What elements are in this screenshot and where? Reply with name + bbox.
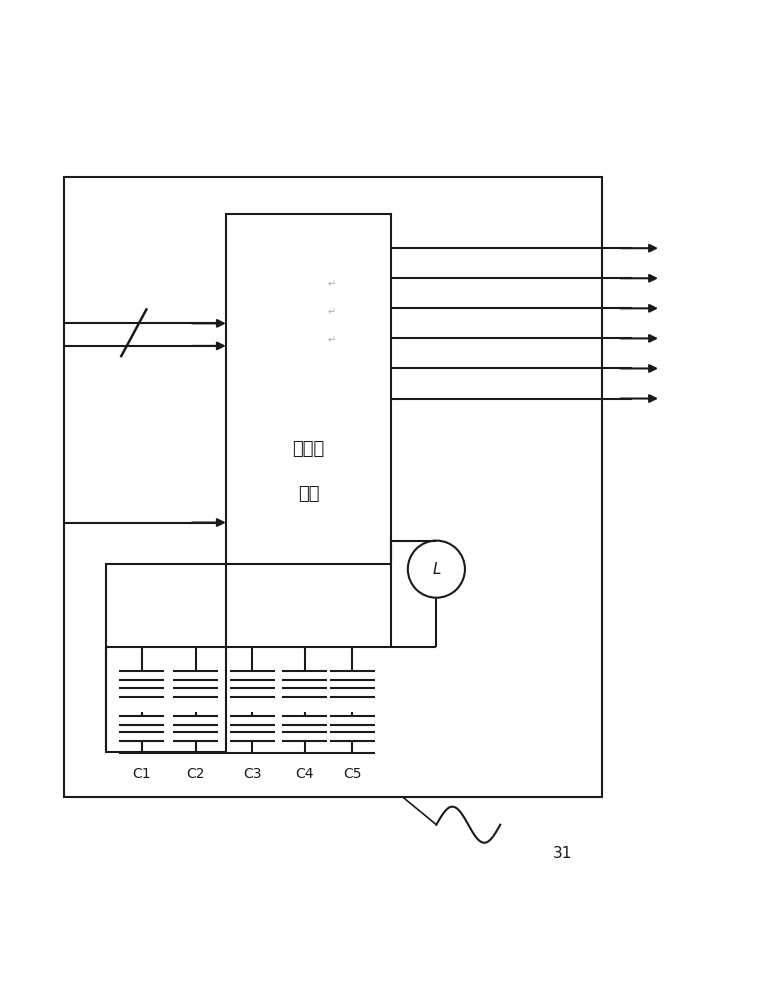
- Text: C5: C5: [343, 767, 362, 781]
- Text: ↵: ↵: [327, 307, 335, 317]
- Text: 31: 31: [553, 846, 572, 861]
- Text: C4: C4: [296, 767, 314, 781]
- Text: C2: C2: [187, 767, 205, 781]
- Text: 解差分: 解差分: [293, 440, 325, 458]
- Bar: [226, 214, 391, 564]
- Text: C1: C1: [132, 767, 151, 781]
- Text: L: L: [432, 562, 441, 577]
- Text: ↵: ↵: [327, 279, 335, 289]
- Text: ↵: ↵: [327, 335, 335, 345]
- Text: 芯片: 芯片: [298, 485, 319, 503]
- Bar: [65, 177, 602, 797]
- Bar: [106, 564, 226, 752]
- Circle shape: [408, 541, 465, 598]
- Text: C3: C3: [243, 767, 261, 781]
